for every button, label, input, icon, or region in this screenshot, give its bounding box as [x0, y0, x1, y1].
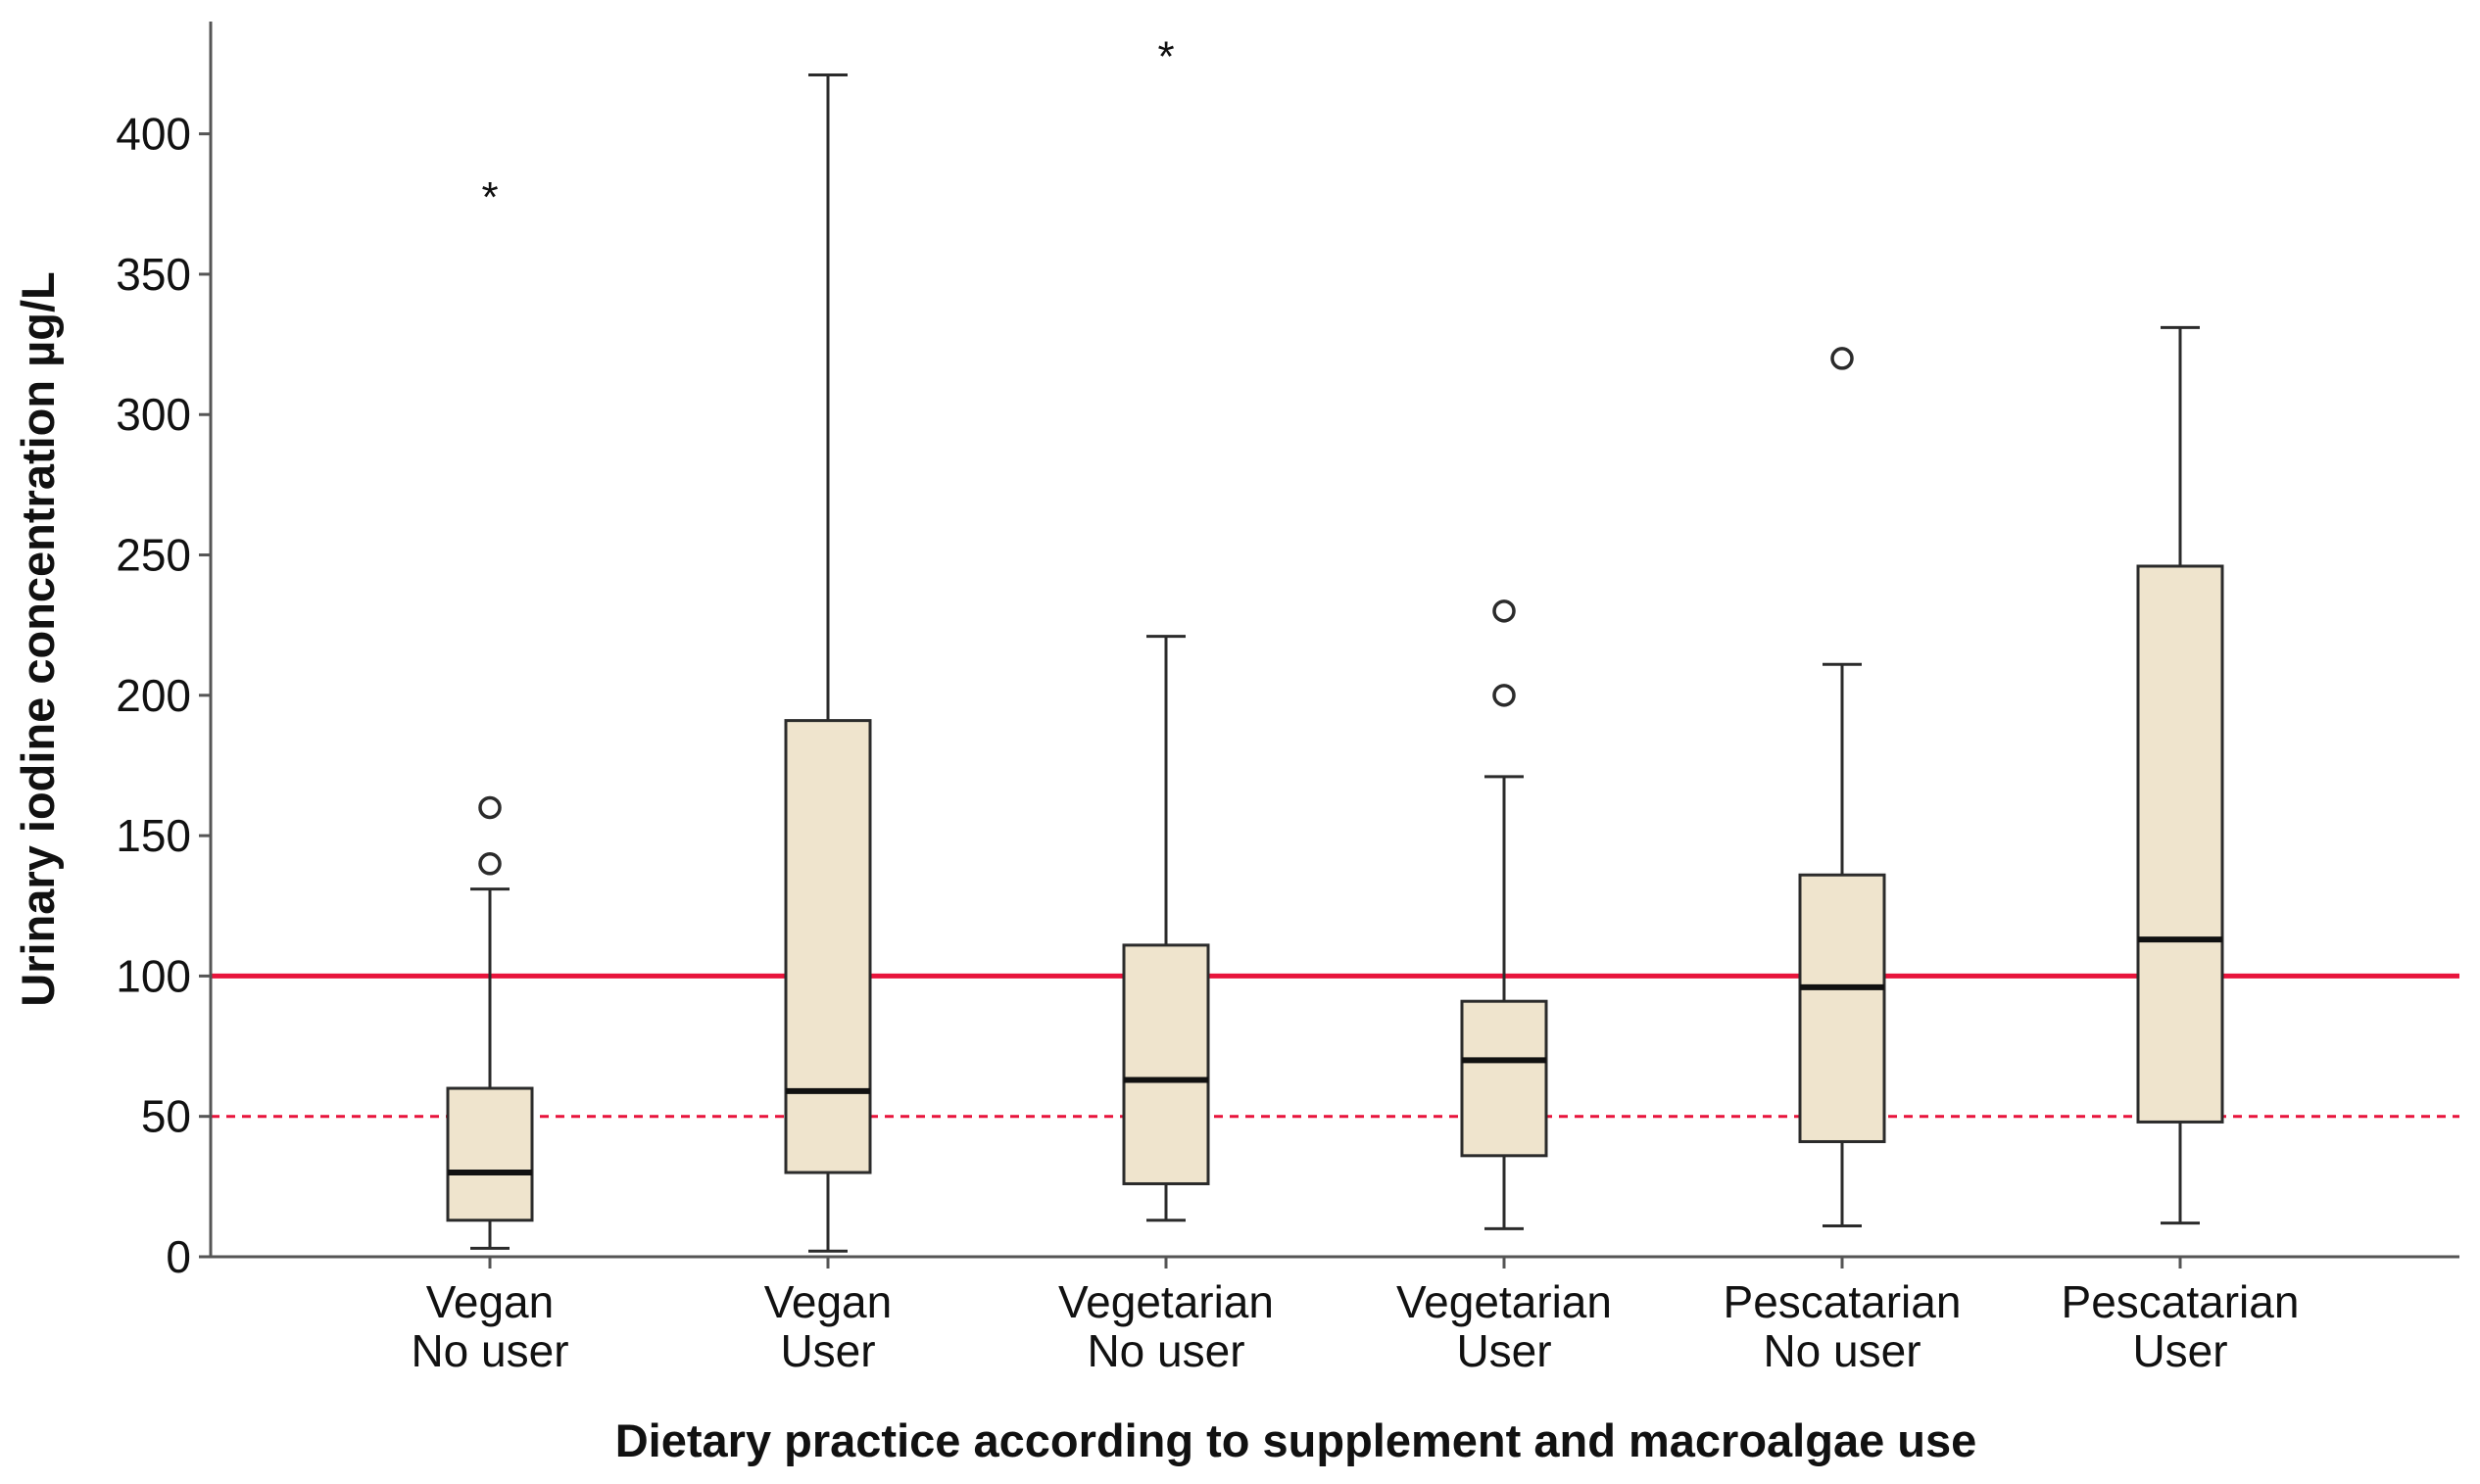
outlier-point	[1830, 347, 1854, 370]
x-category-label-line1: Vegetarian	[1396, 1276, 1612, 1327]
box-group	[784, 72, 872, 1253]
iqr-box	[1798, 873, 1886, 1143]
x-category-label-line2: No user	[1087, 1325, 1244, 1376]
iqr-box	[1122, 943, 1210, 1185]
y-tick-label: 300	[116, 389, 191, 440]
y-tick-label: 250	[116, 530, 191, 581]
x-category-label-line1: Pescatarian	[1724, 1276, 1962, 1327]
x-category-label-line1: Vegetarian	[1058, 1276, 1274, 1327]
y-tick-label: 150	[116, 810, 191, 861]
y-axis: 0 50 100 150 200 250 300 350 400	[116, 22, 213, 1282]
x-category-label-line2: User	[780, 1325, 875, 1376]
outlier-point	[478, 852, 502, 876]
boxplot-series: **	[446, 33, 2224, 1253]
y-tick-label: 400	[116, 109, 191, 160]
box-group	[2136, 325, 2224, 1225]
y-tick-label: 50	[141, 1091, 191, 1142]
y-tick-label: 100	[116, 950, 191, 1001]
reference-lines	[211, 973, 2459, 1119]
x-category-label-line1: Vegan	[426, 1276, 554, 1327]
x-axis-title: Dietary practice according to supplement…	[615, 1414, 1977, 1466]
x-category-label-line2: User	[2132, 1325, 2227, 1376]
x-category-label-line1: Vegan	[764, 1276, 892, 1327]
iqr-box	[784, 719, 872, 1174]
iqr-box	[1460, 999, 1548, 1158]
x-category-label-line2: No user	[411, 1325, 568, 1376]
outlier-point	[1492, 684, 1516, 707]
y-axis-title: Urinary iodine concentration µg/L	[12, 271, 64, 1006]
x-category-label-line2: User	[1456, 1325, 1551, 1376]
box-group	[1798, 347, 1886, 1227]
outlier-point	[478, 795, 502, 820]
y-tick-label: 0	[166, 1231, 191, 1282]
iqr-box	[2136, 564, 2224, 1124]
y-tick-label: 350	[116, 249, 191, 300]
y-tick-label: 200	[116, 670, 191, 721]
extreme-point: *	[481, 173, 498, 221]
box-group: *	[1122, 33, 1210, 1222]
box-group	[1460, 599, 1548, 1230]
x-category-label-line2: No user	[1763, 1325, 1921, 1376]
iqr-box	[446, 1086, 534, 1222]
extreme-point: *	[1157, 33, 1174, 81]
x-category-label-line1: Pescatarian	[2062, 1276, 2300, 1327]
box-group: *	[446, 173, 534, 1250]
outlier-point	[1492, 599, 1516, 623]
